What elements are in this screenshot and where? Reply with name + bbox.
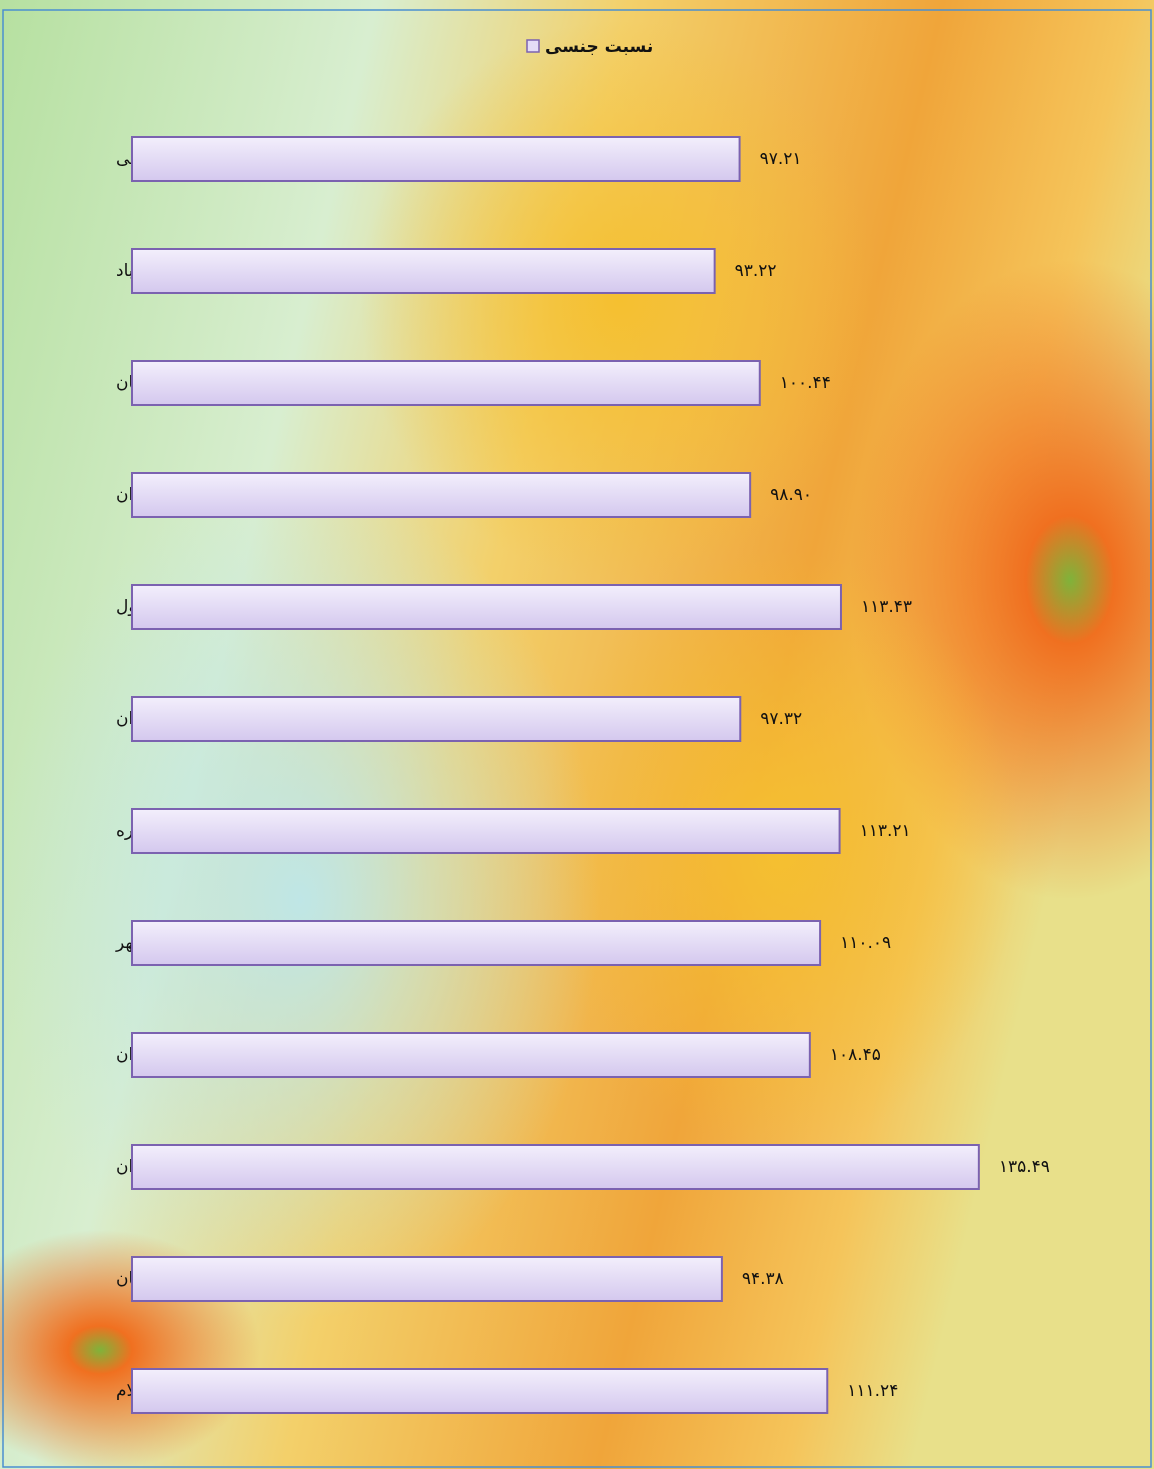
data-label: ۱۰۸.۴۵: [830, 1045, 881, 1065]
data-label: ۱۳۵.۴۹: [999, 1157, 1050, 1177]
data-label: ۹۷.۲۱: [760, 149, 802, 169]
bar: [131, 360, 761, 406]
bar: [131, 248, 716, 294]
data-label: ۱۱۳.۴۳: [861, 597, 912, 617]
bar: [131, 1256, 723, 1302]
bar: [131, 1368, 829, 1414]
legend-label: نسبت جنسی: [545, 37, 653, 57]
data-label: ۱۱۱.۲۴: [847, 1381, 898, 1401]
bar: [131, 808, 841, 854]
frame: [2, 9, 1152, 1468]
data-label: ۹۸.۹۰: [770, 485, 812, 505]
legend: نسبت جنسی: [526, 37, 653, 57]
data-label: ۹۳.۲۲: [735, 261, 777, 281]
bar: [131, 1144, 980, 1190]
bar: [131, 136, 741, 182]
bar: [131, 920, 822, 966]
legend-swatch: [526, 39, 540, 53]
bar: [131, 584, 842, 630]
data-label: ۱۰۰.۴۴: [780, 373, 831, 393]
bar: [131, 472, 752, 518]
decor: [0, 480, 600, 1320]
data-label: ۹۷.۳۲: [760, 709, 802, 729]
data-label: ۱۱۳.۲۱: [860, 821, 911, 841]
bar: [131, 696, 742, 742]
bar: [131, 1032, 811, 1078]
data-label: ۱۱۰.۰۹: [840, 933, 891, 953]
data-label: ۹۴.۳۸: [742, 1269, 784, 1289]
